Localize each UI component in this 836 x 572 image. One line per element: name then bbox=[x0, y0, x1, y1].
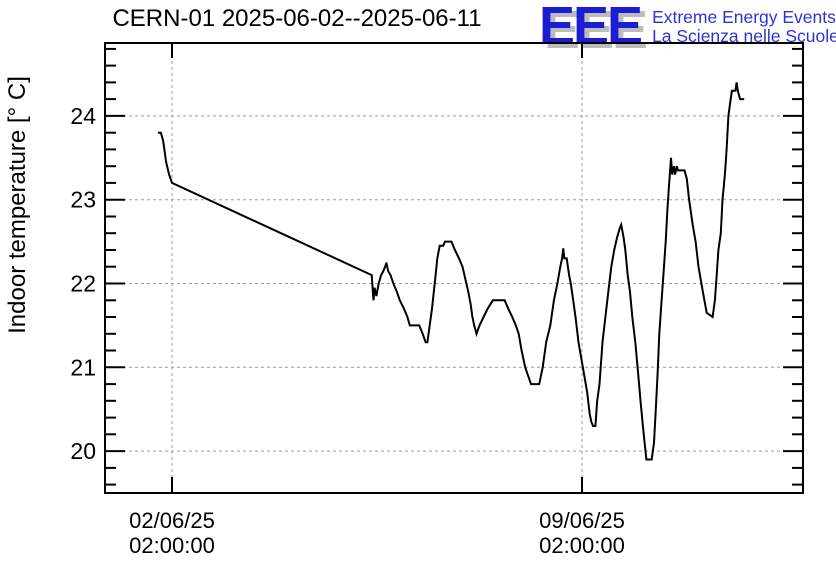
eee-logo-text: Extreme Energy Events La Scienza nelle S… bbox=[652, 8, 836, 46]
y-tick-label: 20 bbox=[70, 438, 96, 464]
eee-logo-line2: La Scienza nelle Scuole bbox=[652, 26, 836, 46]
axis-ticks bbox=[105, 43, 803, 493]
eee-logo: EEE Extreme Energy Events La Scienza nel… bbox=[539, 0, 836, 56]
x-tick-label-date: 09/06/25 bbox=[539, 508, 625, 533]
eee-logo-line1: Extreme Energy Events bbox=[652, 7, 836, 27]
gridlines bbox=[105, 43, 803, 493]
plot-frame bbox=[104, 42, 804, 494]
y-tick-label: 21 bbox=[70, 354, 96, 380]
x-tick-label-date: 02/06/25 bbox=[129, 508, 215, 533]
y-tick-label: 24 bbox=[70, 103, 96, 129]
x-tick-label-time: 02:00:00 bbox=[129, 533, 215, 558]
y-tick-label: 23 bbox=[70, 187, 96, 213]
chart-title: CERN-01 2025-06-02--2025-06-11 bbox=[112, 5, 482, 32]
y-tick-label: 22 bbox=[70, 271, 96, 297]
eee-logo-acronym: EEE bbox=[539, 0, 643, 56]
temperature-series-line bbox=[157, 82, 745, 461]
axis-tick-labels: 202122232402/06/2502:00:0009/06/2502:00:… bbox=[70, 103, 624, 558]
x-tick-label-time: 02:00:00 bbox=[539, 533, 625, 558]
